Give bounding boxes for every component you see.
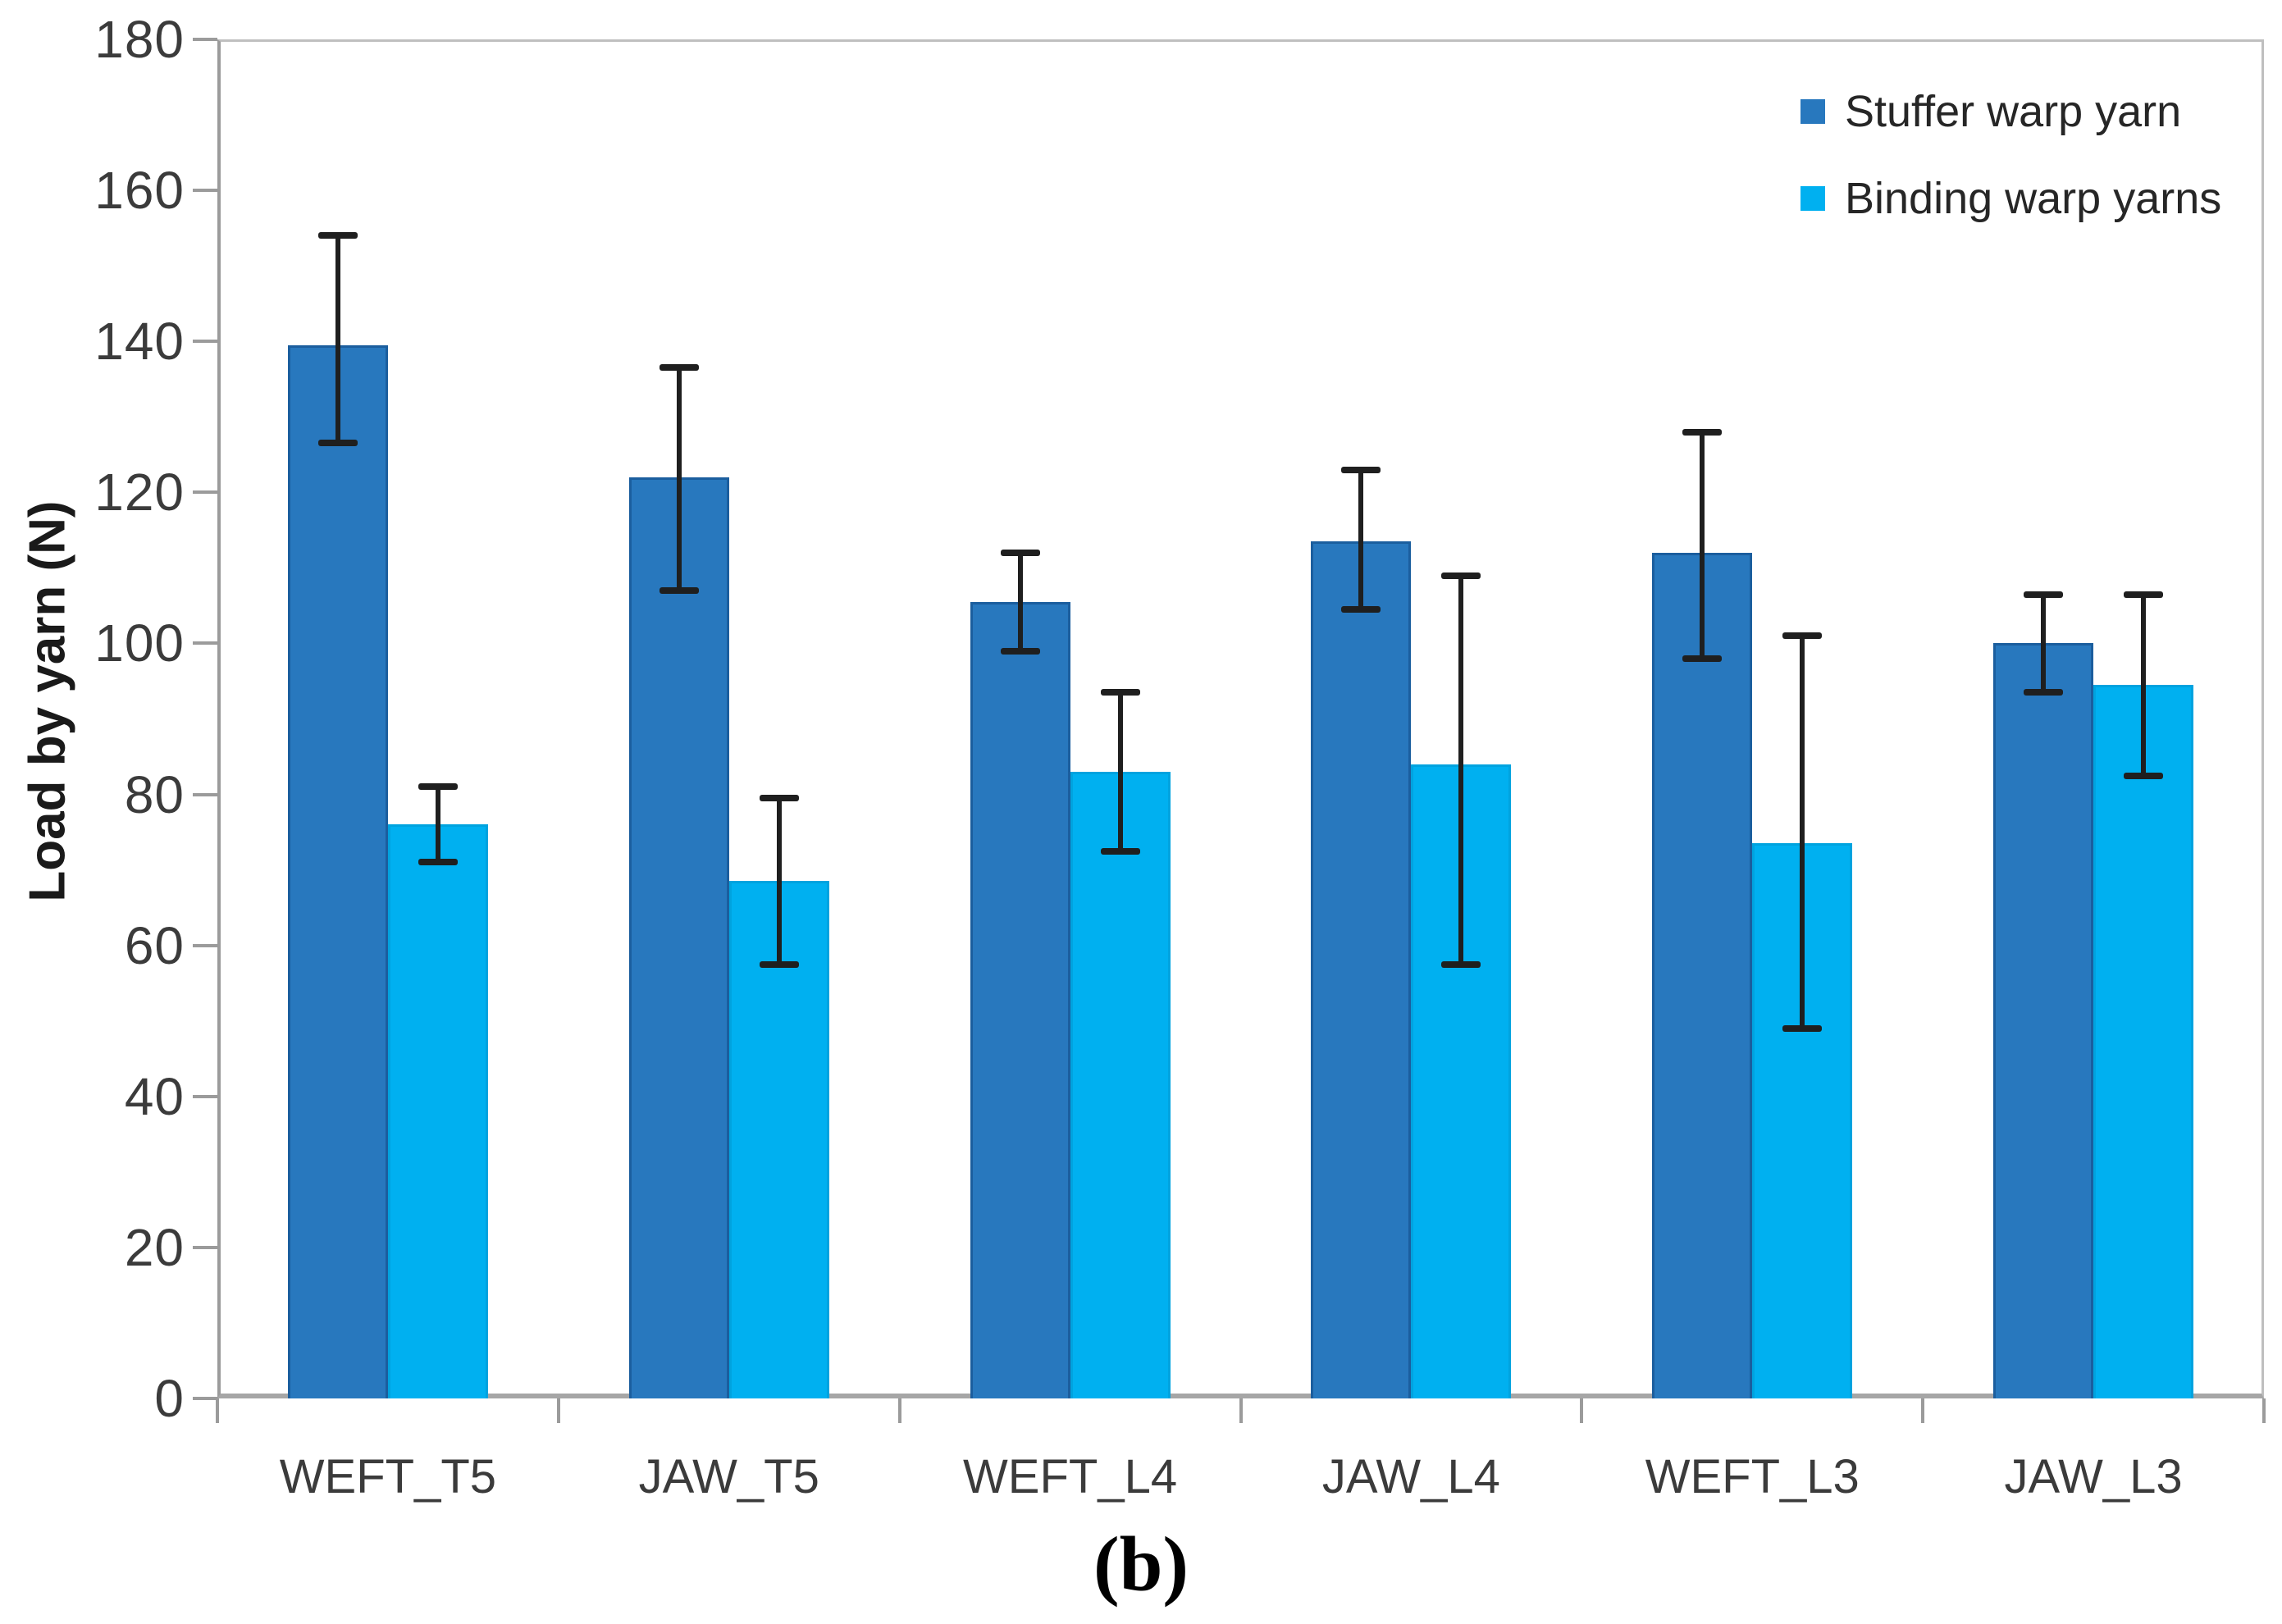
bar-stuffer-JAW_L3 (1993, 643, 2094, 1398)
x-tick-mark-4 (1580, 1398, 1584, 1423)
error-bar-stuffer-WEFT_L3 (1700, 431, 1705, 659)
y-tick-label-100: 100 (94, 614, 185, 673)
error-cap-bottom-stuffer-JAW_L3 (2024, 689, 2064, 696)
y-tick-label-80: 80 (124, 764, 185, 824)
x-tick-mark-1 (556, 1398, 560, 1423)
error-cap-top-stuffer-WEFT_T5 (317, 232, 358, 239)
legend-swatch-binding (1800, 186, 1825, 211)
y-tick-label-60: 60 (124, 915, 185, 975)
error-bar-binding-JAW_T5 (776, 798, 782, 965)
bar-stuffer-WEFT_T5 (287, 344, 388, 1398)
legend: Stuffer warp yarn Binding warp yarns (1800, 86, 2221, 224)
x-tick-mark-3 (1239, 1398, 1243, 1423)
x-tick-mark-5 (1921, 1398, 1925, 1423)
y-tick-mark-140 (193, 340, 217, 344)
error-cap-bottom-binding-JAW_L3 (2124, 772, 2164, 779)
plot-area (217, 39, 2264, 1398)
error-bar-stuffer-JAW_L4 (1358, 469, 1364, 609)
error-cap-top-binding-WEFT_T5 (418, 783, 458, 791)
error-cap-top-binding-JAW_T5 (759, 795, 799, 802)
error-cap-bottom-stuffer-WEFT_T5 (317, 440, 358, 447)
bar-binding-WEFT_L4 (1070, 771, 1171, 1398)
error-bar-binding-JAW_L4 (1458, 575, 1464, 965)
y-tick-label-40: 40 (124, 1066, 185, 1126)
error-cap-bottom-binding-WEFT_T5 (418, 859, 458, 866)
error-cap-top-binding-WEFT_L4 (1100, 689, 1140, 696)
bar-binding-WEFT_T5 (387, 824, 488, 1398)
error-bar-binding-JAW_L3 (2141, 594, 2147, 776)
bar-stuffer-JAW_T5 (628, 477, 729, 1398)
error-cap-top-stuffer-WEFT_L4 (1000, 549, 1040, 556)
y-tick-label-180: 180 (94, 10, 185, 69)
error-cap-top-binding-JAW_L3 (2124, 591, 2164, 598)
x-category-label-WEFT_L4: WEFT_L4 (963, 1450, 1178, 1503)
y-tick-mark-20 (193, 1245, 217, 1249)
legend-swatch-stuffer (1800, 99, 1825, 124)
y-tick-mark-40 (193, 1094, 217, 1098)
error-cap-bottom-binding-JAW_L4 (1441, 960, 1481, 968)
y-tick-label-0: 0 (154, 1369, 185, 1428)
y-tick-label-160: 160 (94, 161, 185, 221)
error-bar-stuffer-WEFT_T5 (335, 235, 340, 444)
legend-item-stuffer: Stuffer warp yarn (1800, 86, 2221, 137)
y-tick-label-140: 140 (94, 312, 185, 372)
error-bar-binding-WEFT_L4 (1117, 692, 1123, 851)
legend-label-stuffer: Stuffer warp yarn (1845, 87, 2182, 136)
y-tick-mark-60 (193, 943, 217, 947)
error-bar-stuffer-JAW_T5 (676, 367, 682, 591)
error-cap-top-binding-WEFT_L3 (1782, 632, 1823, 640)
error-cap-top-stuffer-JAW_T5 (659, 364, 699, 372)
y-tick-mark-100 (193, 641, 217, 645)
x-tick-mark-6 (2262, 1398, 2266, 1423)
y-tick-mark-80 (193, 792, 217, 796)
x-category-label-WEFT_L3: WEFT_L3 (1645, 1450, 1860, 1503)
x-category-label-JAW_T5: JAW_T5 (638, 1450, 819, 1503)
figure-caption: (b) (1093, 1521, 1189, 1608)
error-cap-bottom-stuffer-JAW_L4 (1341, 606, 1381, 614)
error-cap-top-binding-JAW_L4 (1441, 572, 1481, 579)
x-category-label-JAW_L4: JAW_L4 (1321, 1450, 1500, 1503)
x-tick-mark-0 (216, 1398, 219, 1423)
y-tick-label-20: 20 (124, 1217, 185, 1277)
y-tick-mark-120 (193, 490, 217, 495)
y-tick-mark-160 (193, 189, 217, 193)
bar-binding-JAW_L3 (2093, 685, 2194, 1398)
error-bar-stuffer-WEFT_L4 (1017, 552, 1023, 651)
y-tick-mark-180 (193, 38, 217, 41)
error-cap-top-stuffer-JAW_L4 (1341, 466, 1381, 473)
bar-stuffer-WEFT_L4 (970, 601, 1070, 1398)
y-tick-label-120: 120 (94, 463, 185, 522)
error-cap-top-stuffer-JAW_L3 (2024, 591, 2064, 598)
error-cap-bottom-binding-WEFT_L3 (1782, 1024, 1823, 1032)
error-cap-bottom-stuffer-WEFT_L4 (1000, 647, 1040, 655)
error-cap-bottom-binding-WEFT_L4 (1100, 847, 1140, 855)
error-bar-binding-WEFT_L3 (1800, 636, 1805, 1029)
error-cap-top-stuffer-WEFT_L3 (1682, 428, 1723, 436)
error-cap-bottom-binding-JAW_T5 (759, 960, 799, 968)
x-category-label-JAW_L3: JAW_L3 (2004, 1450, 2183, 1503)
error-cap-bottom-stuffer-WEFT_L3 (1682, 655, 1723, 662)
error-bar-binding-WEFT_T5 (435, 787, 440, 863)
legend-item-binding: Binding warp yarns (1800, 173, 2221, 224)
bar-stuffer-WEFT_L3 (1652, 552, 1753, 1398)
error-bar-stuffer-JAW_L3 (2041, 594, 2047, 693)
y-axis-title: Load by yarn (N) (19, 500, 76, 902)
y-tick-mark-0 (193, 1397, 217, 1400)
legend-label-binding: Binding warp yarns (1845, 174, 2222, 223)
x-tick-mark-2 (897, 1398, 901, 1423)
x-category-label-WEFT_T5: WEFT_T5 (279, 1450, 497, 1503)
bar-stuffer-JAW_L4 (1311, 541, 1412, 1398)
error-cap-bottom-stuffer-JAW_T5 (659, 587, 699, 594)
